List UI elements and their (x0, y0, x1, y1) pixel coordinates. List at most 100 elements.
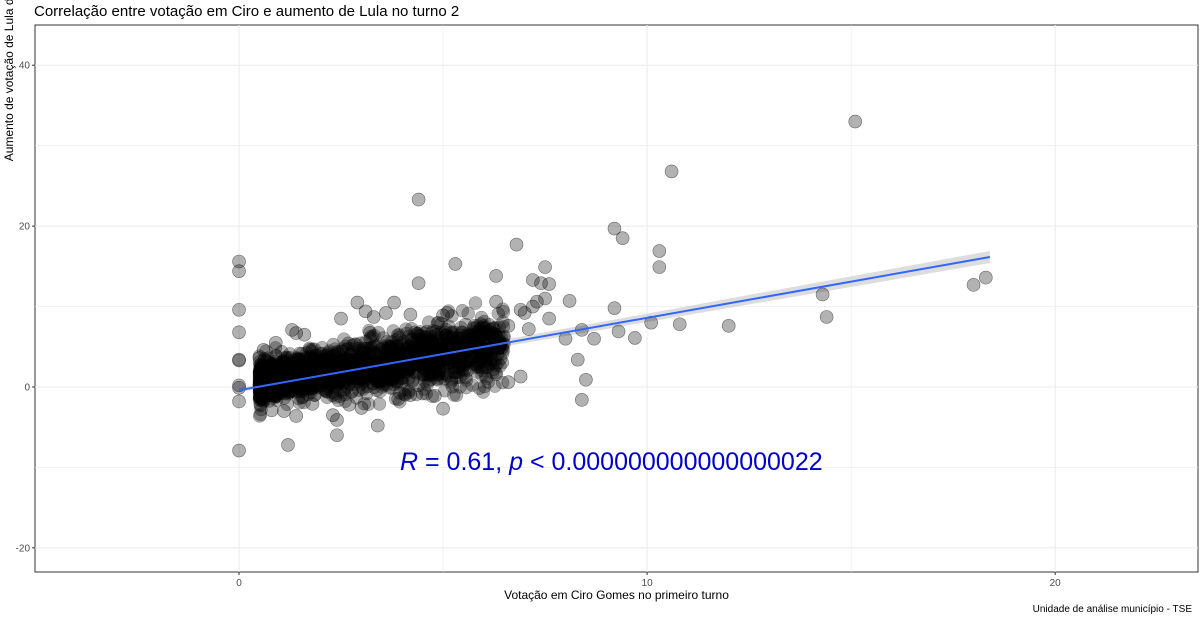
data-point (232, 302, 246, 317)
data-point (426, 336, 440, 351)
data-point (485, 329, 500, 343)
data-point (255, 369, 269, 384)
data-point (267, 382, 281, 396)
data-point (328, 390, 343, 404)
data-point (367, 340, 381, 354)
data-point (425, 325, 439, 340)
data-point (423, 358, 437, 373)
data-point (260, 366, 274, 380)
data-point (454, 331, 468, 345)
data-point (295, 360, 309, 374)
y-tick-label: -20 (16, 543, 31, 554)
data-point (432, 367, 447, 381)
data-point (421, 374, 436, 388)
data-point (369, 370, 383, 384)
data-point (342, 377, 357, 392)
data-point (308, 357, 323, 371)
data-point (526, 273, 540, 287)
data-point (254, 368, 269, 383)
y-tick-label: 40 (19, 61, 31, 72)
data-point (262, 394, 276, 408)
data-point (262, 366, 277, 381)
data-point (355, 347, 370, 361)
data-point (385, 341, 400, 355)
data-point (401, 362, 416, 377)
data-point (438, 337, 453, 351)
data-point (360, 379, 375, 394)
data-point (253, 365, 267, 379)
data-point (328, 342, 342, 356)
data-point (390, 346, 404, 361)
data-point (477, 314, 491, 329)
data-point (294, 353, 308, 367)
data-point (427, 357, 441, 371)
data-point (254, 370, 268, 385)
data-point (352, 344, 366, 358)
data-point (387, 371, 401, 385)
data-point (256, 357, 271, 372)
data-point (359, 386, 374, 401)
data-point (253, 371, 268, 386)
data-point (268, 388, 282, 403)
data-point (474, 317, 488, 331)
data-point (276, 354, 290, 368)
data-point (438, 329, 453, 343)
data-point (370, 368, 384, 383)
data-point (409, 357, 424, 371)
data-point (290, 352, 304, 367)
data-point (382, 371, 396, 385)
data-point (258, 384, 272, 398)
data-point (342, 376, 356, 390)
data-point (364, 341, 378, 355)
data-point (335, 354, 349, 368)
data-point (366, 376, 381, 391)
data-point (337, 387, 352, 402)
data-point (336, 344, 350, 359)
data-point (439, 322, 453, 337)
data-point (403, 333, 418, 348)
data-point (457, 335, 471, 350)
data-point (264, 357, 278, 371)
y-tick-label: 0 (24, 382, 30, 393)
data-point (266, 367, 281, 381)
data-point (260, 355, 275, 369)
data-point (276, 383, 290, 398)
data-point (300, 360, 314, 375)
data-point (256, 384, 270, 398)
data-point (262, 369, 277, 383)
data-point (486, 362, 501, 377)
data-point (465, 378, 480, 392)
data-point (345, 338, 360, 353)
data-point (305, 361, 319, 376)
data-point (361, 397, 376, 411)
data-point (356, 382, 371, 396)
data-point (461, 328, 476, 343)
data-point (317, 353, 331, 367)
data-point (268, 364, 283, 378)
data-point (288, 381, 303, 395)
data-point (283, 360, 298, 374)
data-point (352, 383, 366, 397)
data-point (353, 336, 368, 351)
data-point (447, 388, 461, 402)
data-point (305, 358, 319, 372)
data-point (379, 306, 393, 320)
data-point (425, 368, 440, 382)
data-point (538, 260, 552, 274)
data-point (319, 356, 334, 371)
data-point (261, 369, 276, 384)
data-point (376, 341, 391, 356)
data-point (418, 361, 432, 376)
data-point (302, 351, 317, 366)
data-point (274, 357, 288, 371)
data-point (290, 351, 304, 365)
data-point (438, 383, 452, 398)
data-point (257, 366, 272, 380)
data-point (276, 367, 291, 382)
data-point (323, 376, 337, 390)
data-point (254, 367, 268, 382)
data-point (448, 365, 463, 380)
data-point (316, 357, 331, 372)
data-point (285, 360, 299, 375)
data-point (570, 352, 585, 367)
